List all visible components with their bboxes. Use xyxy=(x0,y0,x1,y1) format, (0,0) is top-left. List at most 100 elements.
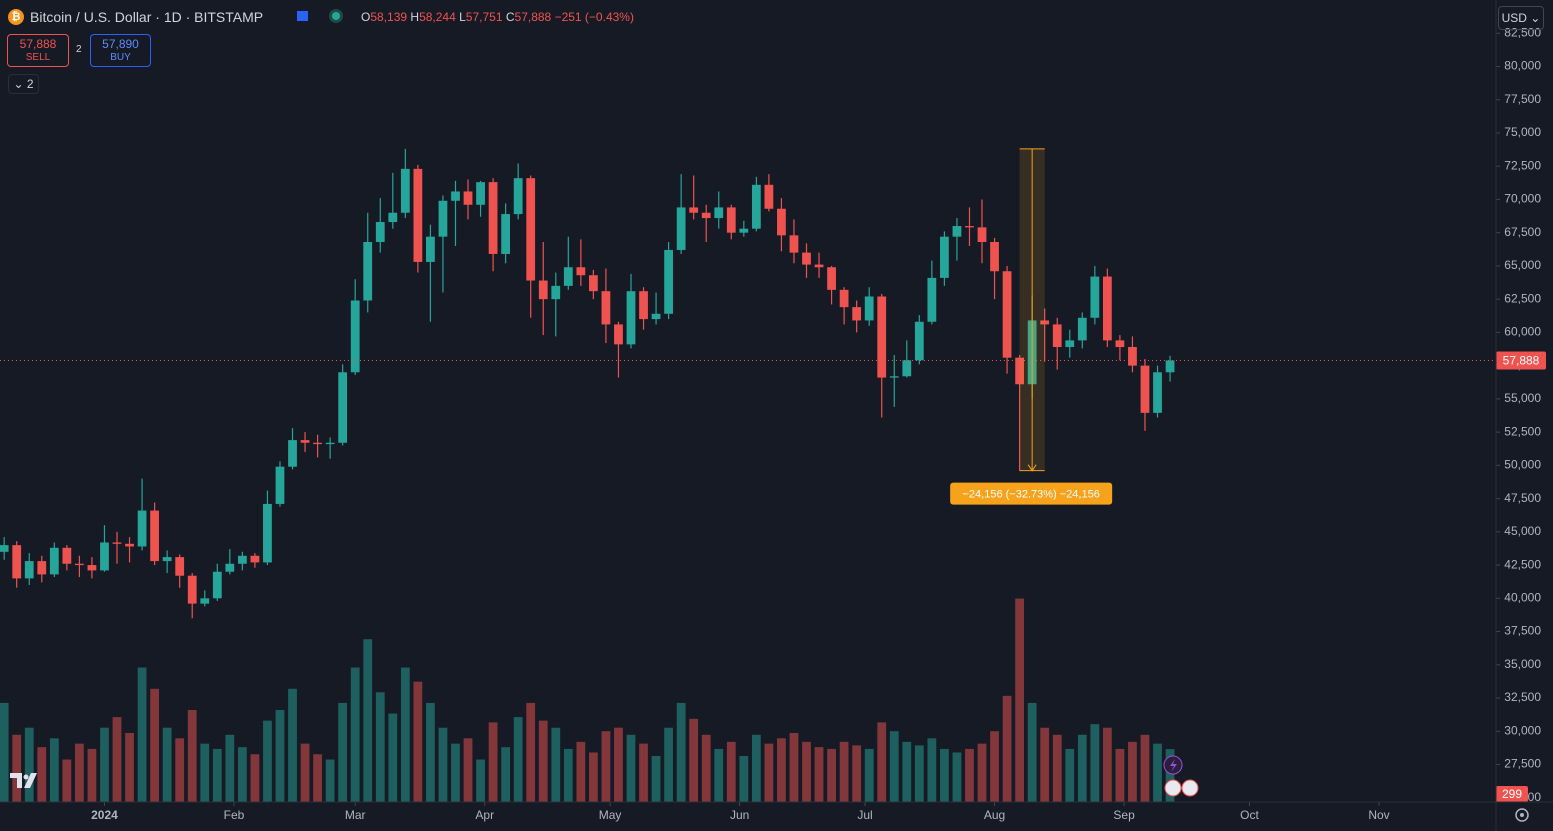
volume-bar xyxy=(739,756,749,802)
volume-bar xyxy=(275,710,285,802)
candle-body xyxy=(814,264,824,268)
candle-body xyxy=(977,227,987,242)
candle-body xyxy=(125,543,134,547)
sell-button[interactable]: 57,888 SELL xyxy=(7,34,69,67)
change: −251 (−0.43%) xyxy=(554,10,634,24)
volume-value-box xyxy=(1496,786,1528,802)
volume-bar xyxy=(237,747,247,802)
y-tick-label: 72,500 xyxy=(1504,158,1541,172)
candle-body xyxy=(62,547,72,564)
candle-body xyxy=(789,235,799,253)
indicator-count: 2 xyxy=(26,77,34,91)
volume-bar xyxy=(212,748,222,802)
volume-bar xyxy=(990,731,999,802)
event-icon[interactable] xyxy=(1181,779,1199,797)
y-tick-label: 62,500 xyxy=(1504,291,1541,305)
event-icon[interactable] xyxy=(1164,779,1182,797)
candle-body xyxy=(438,200,448,237)
candle-body xyxy=(714,207,724,219)
volume-bar xyxy=(413,681,423,802)
flag-icon[interactable] xyxy=(297,11,308,21)
candle-body xyxy=(1165,360,1175,373)
volume-bar xyxy=(626,734,636,802)
candle-body xyxy=(488,182,498,254)
candle-body xyxy=(100,542,109,571)
volume-bar xyxy=(438,727,448,802)
y-tick-label: 82,500 xyxy=(1504,25,1541,39)
candle-body xyxy=(1077,317,1087,341)
volume-bar xyxy=(1090,724,1100,802)
candle-body xyxy=(940,236,949,278)
volume-bar xyxy=(501,747,511,802)
y-tick-label: 30,000 xyxy=(1504,723,1541,737)
candle-body xyxy=(37,561,47,575)
volume-bar xyxy=(49,738,59,802)
last-price-label: 57,888 xyxy=(1503,354,1540,368)
volume-bar xyxy=(777,738,786,802)
volume-bar xyxy=(827,748,836,802)
volume-bar xyxy=(852,745,862,802)
candle-body xyxy=(1128,347,1137,366)
candle-body xyxy=(212,571,222,599)
volume-bar xyxy=(726,741,736,802)
candle-body xyxy=(237,555,247,564)
candle-body xyxy=(12,545,22,579)
candle-body xyxy=(563,267,573,286)
x-tick-label: Jul xyxy=(857,808,872,822)
candle-body xyxy=(902,360,912,377)
candle-body xyxy=(601,291,611,325)
volume-bar xyxy=(375,692,385,802)
volume-bar xyxy=(839,741,849,802)
candle-body xyxy=(175,557,185,576)
x-tick-label: Oct xyxy=(1240,808,1259,822)
x-tick-label: Nov xyxy=(1368,808,1389,822)
volume-bar xyxy=(977,743,987,802)
event-icons[interactable] xyxy=(1163,755,1199,797)
ohlc-key: O xyxy=(361,10,371,24)
settings-icon[interactable] xyxy=(1515,808,1529,822)
candle-body xyxy=(751,184,761,229)
candle-body xyxy=(49,547,59,575)
x-tick-label: Feb xyxy=(224,808,245,822)
measure-arrowhead xyxy=(1027,464,1037,472)
volume-bar xyxy=(864,748,874,802)
candle-body xyxy=(288,440,297,467)
candle-body xyxy=(250,555,260,563)
indicators-toggle[interactable]: ⌄ 2 xyxy=(8,74,39,94)
volume-bar xyxy=(538,720,548,802)
x-tick-label: Jun xyxy=(730,808,749,822)
candle-body xyxy=(739,228,749,233)
candle-body xyxy=(576,267,586,276)
coin-icon: ₿ xyxy=(8,9,24,25)
candle-body xyxy=(802,252,811,265)
ohlc-legend: O58,139 H58,244 L57,751 C57,888 −251 (−0… xyxy=(361,10,634,24)
volume-bar xyxy=(576,741,586,802)
candle-body xyxy=(990,241,999,272)
y-tick-label: 32,500 xyxy=(1504,690,1541,704)
candle-body xyxy=(914,321,924,361)
candle-body xyxy=(852,307,862,321)
candle-body xyxy=(639,291,648,320)
volume-bar xyxy=(187,710,197,802)
ohlc-value: 57,751 xyxy=(465,10,503,24)
volume-bar xyxy=(263,720,272,802)
symbol-title[interactable]: Bitcoin / U.S. Dollar · 1D · BITSTAMP xyxy=(30,9,264,25)
currency-button[interactable]: USD ⌄ xyxy=(1498,6,1544,30)
candle-body xyxy=(965,226,974,228)
buy-button[interactable]: 57,890 BUY xyxy=(90,34,151,67)
volume-bar xyxy=(313,754,322,802)
volume-bar xyxy=(125,733,134,802)
candle-body xyxy=(24,561,34,579)
volume-bar xyxy=(1128,741,1137,802)
volume-bar xyxy=(676,702,686,802)
candle-body xyxy=(1065,340,1075,348)
volume-bar xyxy=(150,688,160,802)
volume-value-label: 299 xyxy=(1502,787,1522,801)
volume-bar xyxy=(1015,598,1025,802)
buy-price: 57,890 xyxy=(102,37,139,51)
buy-label: BUY xyxy=(110,52,131,63)
volume-bar xyxy=(714,748,724,802)
y-tick-label: 80,000 xyxy=(1504,59,1541,73)
